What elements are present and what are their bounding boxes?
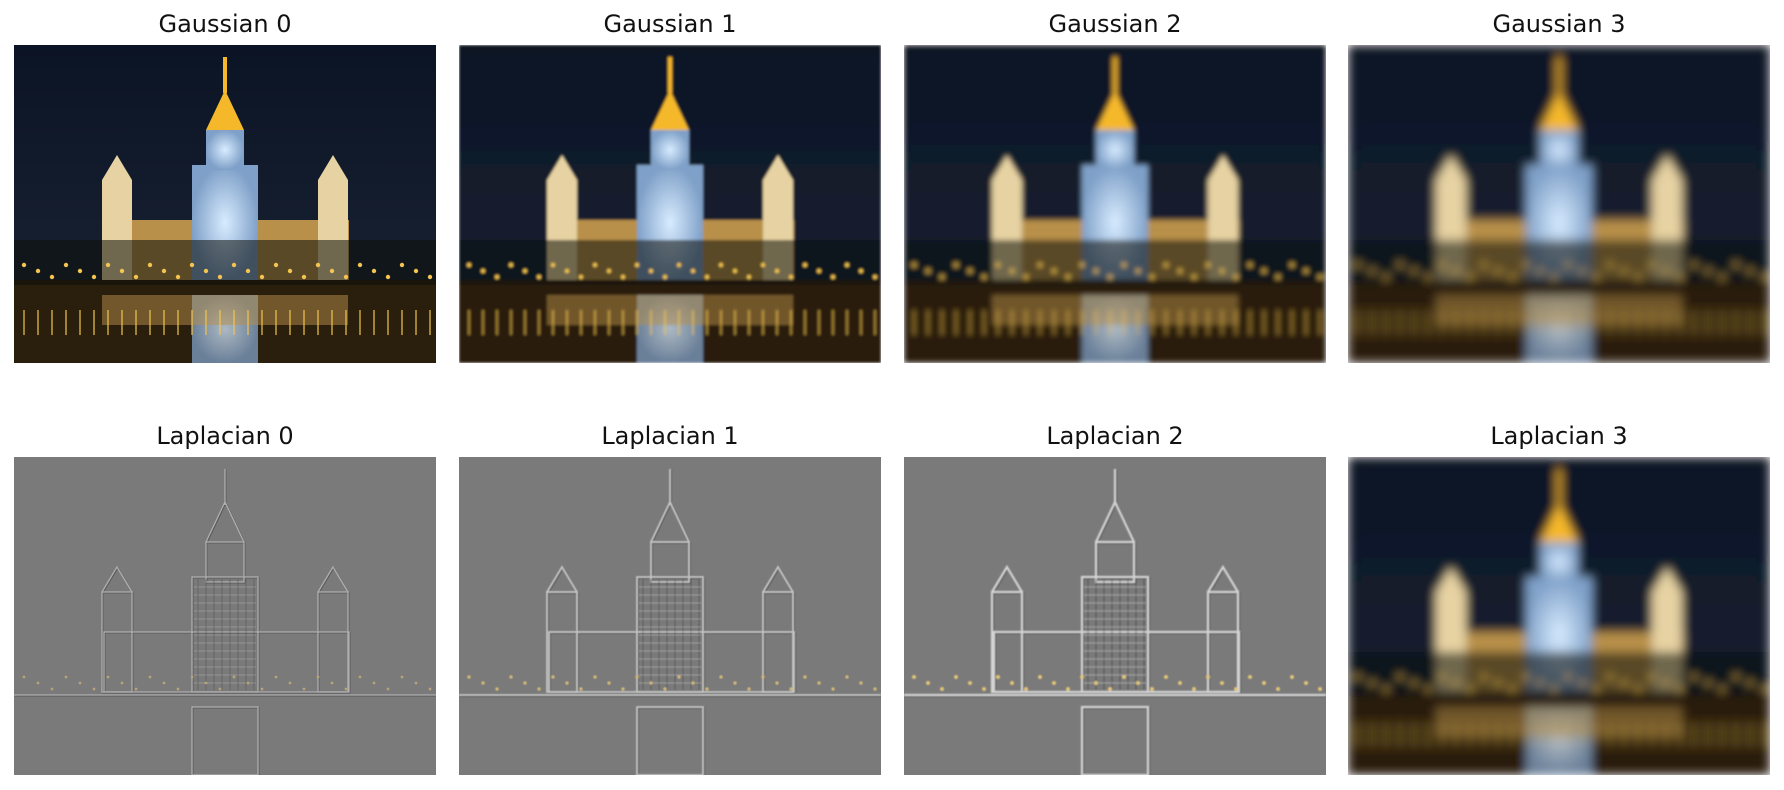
building-photo-gaussian-1 <box>459 45 881 363</box>
edge-map-laplacian-1 <box>459 457 881 775</box>
panel-title: Laplacian 3 <box>1490 422 1628 450</box>
panel-title: Gaussian 0 <box>158 10 292 38</box>
panel-title: Laplacian 1 <box>601 422 739 450</box>
panel-title: Gaussian 2 <box>1048 10 1182 38</box>
edge-map-laplacian-0 <box>14 457 436 775</box>
building-photo-laplacian-3 <box>1348 457 1770 775</box>
panel-title: Laplacian 2 <box>1046 422 1184 450</box>
building-photo-gaussian-3 <box>1348 45 1770 363</box>
panel-title: Gaussian 3 <box>1492 10 1626 38</box>
building-photo-gaussian-0 <box>14 45 436 363</box>
building-photo-gaussian-2 <box>904 45 1326 363</box>
panel-title: Gaussian 1 <box>603 10 737 38</box>
edge-map-laplacian-2 <box>904 457 1326 775</box>
panel-title: Laplacian 0 <box>156 422 294 450</box>
